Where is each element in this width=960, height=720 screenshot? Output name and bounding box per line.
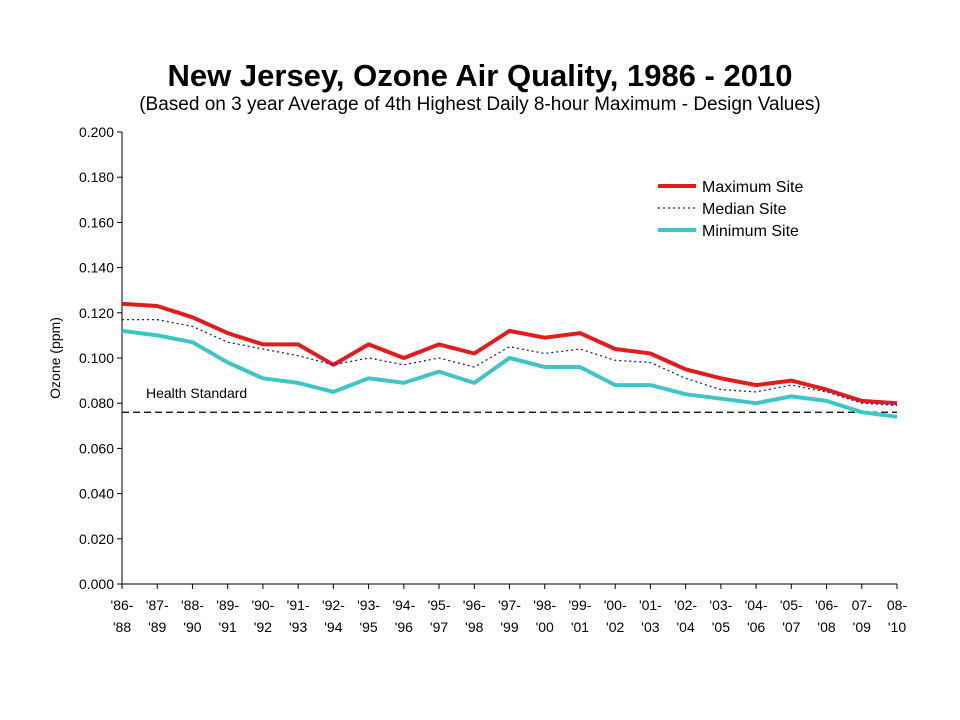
x-tick-label: '95- bbox=[428, 597, 451, 613]
x-tick-label: '10 bbox=[888, 619, 906, 635]
x-tick-label: '97 bbox=[430, 619, 448, 635]
x-tick-label: '03 bbox=[641, 619, 659, 635]
health-standard: Health Standard bbox=[122, 385, 897, 413]
x-tick-label: '99 bbox=[500, 619, 518, 635]
x-tick-label: '98 bbox=[465, 619, 483, 635]
x-tick-label: '04 bbox=[677, 619, 695, 635]
x-tick-label: '88- bbox=[181, 597, 204, 613]
x-tick-label: '08 bbox=[817, 619, 835, 635]
chart-title: New Jersey, Ozone Air Quality, 1986 - 20… bbox=[167, 58, 793, 93]
x-tick-label: '02 bbox=[606, 619, 624, 635]
y-tick-label: 0.080 bbox=[79, 395, 114, 411]
y-tick-label: 0.140 bbox=[79, 260, 114, 276]
y-tick-label: 0.060 bbox=[79, 440, 114, 456]
y-tick-label: 0.160 bbox=[79, 214, 114, 230]
x-tick-label: '06- bbox=[815, 597, 838, 613]
y-tick-label: 0.180 bbox=[79, 169, 114, 185]
x-tick-label: '91 bbox=[219, 619, 237, 635]
x-tick-label: '87- bbox=[146, 597, 169, 613]
y-tick-label: 0.000 bbox=[79, 576, 114, 592]
legend-label: Median Site bbox=[702, 201, 787, 218]
x-tick-label: '09 bbox=[853, 619, 871, 635]
y-tick-label: 0.200 bbox=[79, 124, 114, 140]
x-tick-label: '02- bbox=[674, 597, 697, 613]
x-tick-label: '92 bbox=[254, 619, 272, 635]
x-tick-label: 08- bbox=[887, 597, 908, 613]
x-tick-label: '98- bbox=[533, 597, 556, 613]
legend: Maximum Site Median Site Minimum Site bbox=[658, 179, 803, 240]
y-tick-label: 0.120 bbox=[79, 305, 114, 321]
health-standard-label: Health Standard bbox=[146, 385, 247, 401]
y-axis-label: Ozone (ppm) bbox=[47, 317, 63, 399]
series-lines bbox=[121, 301, 898, 419]
y-tick-label: 0.100 bbox=[79, 350, 114, 366]
x-tick-label: '95 bbox=[359, 619, 377, 635]
x-tick-label: '91- bbox=[287, 597, 310, 613]
y-tick-label: 0.040 bbox=[79, 486, 114, 502]
x-tick-label: '94 bbox=[324, 619, 342, 635]
x-tick-label: '07 bbox=[782, 619, 800, 635]
x-tick-label: '00 bbox=[536, 619, 554, 635]
x-tick-label: '05 bbox=[712, 619, 730, 635]
x-tick-label: '93- bbox=[357, 597, 380, 613]
x-tick-label: '97- bbox=[498, 597, 521, 613]
x-tick-label: 07- bbox=[852, 597, 873, 613]
x-tick-label: '89- bbox=[216, 597, 239, 613]
chart-subtitle: (Based on 3 year Average of 4th Highest … bbox=[139, 94, 821, 115]
x-tick-label: '96 bbox=[395, 619, 413, 635]
axes: 0.000 0.020 0.040 0.060 0.080 0.100 0.120 0.140… bbox=[47, 124, 907, 635]
x-tick-label: '90 bbox=[183, 619, 201, 635]
x-tick-label: '93 bbox=[289, 619, 307, 635]
series-line-maximum-site bbox=[121, 301, 898, 406]
x-tick-label: '04- bbox=[745, 597, 768, 613]
series-line-minimum-site bbox=[121, 328, 898, 419]
x-tick-label: '00- bbox=[604, 597, 627, 613]
x-tick-label: '01 bbox=[571, 619, 589, 635]
x-tick-label: '89 bbox=[148, 619, 166, 635]
x-tick-label: '92- bbox=[322, 597, 345, 613]
x-tick-label: '99- bbox=[568, 597, 591, 613]
x-tick-label: '05- bbox=[780, 597, 803, 613]
x-tick-label: '88 bbox=[113, 619, 131, 635]
x-tick-label: '96- bbox=[463, 597, 486, 613]
x-tick-label: '06 bbox=[747, 619, 765, 635]
x-tick-label: '90- bbox=[251, 597, 274, 613]
legend-label: Minimum Site bbox=[702, 223, 799, 240]
x-tick-label: '94- bbox=[392, 597, 415, 613]
x-tick-label: '86- bbox=[111, 597, 134, 613]
x-tick-label: '01- bbox=[639, 597, 662, 613]
legend-label: Maximum Site bbox=[702, 179, 803, 196]
y-tick-label: 0.020 bbox=[79, 531, 114, 547]
x-tick-label: '03- bbox=[709, 597, 732, 613]
